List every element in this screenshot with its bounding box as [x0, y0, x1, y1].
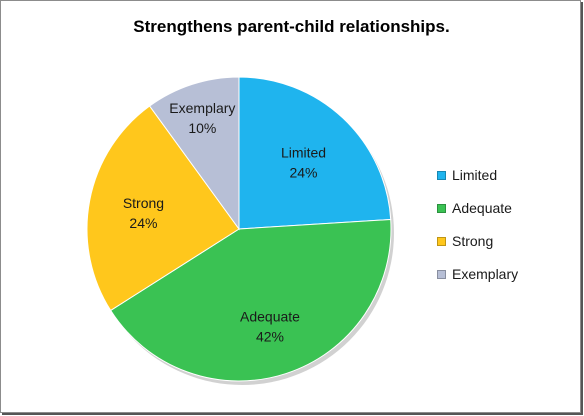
slice-label-limited: Limited: [281, 144, 326, 160]
legend-item-exemplary: Exemplary: [437, 262, 518, 286]
legend-label-limited: Limited: [452, 167, 498, 183]
pie-slice-exemplary: [148, 76, 240, 231]
legend-swatch-strong: [437, 236, 446, 246]
slice-label-exemplary: Exemplary: [169, 100, 235, 116]
legend-swatch-adequate: [437, 203, 446, 213]
legend: Limited Adequate Strong Exemplary: [437, 163, 518, 295]
legend-item-strong: Strong: [437, 229, 518, 253]
slice-value-strong: 24%: [129, 215, 157, 231]
slice-value-limited: 24%: [289, 164, 317, 180]
slice-label-adequate: Adequate: [240, 308, 300, 324]
pie-slice-strong: [86, 105, 240, 312]
legend-item-adequate: Adequate: [437, 196, 518, 220]
legend-item-limited: Limited: [437, 163, 518, 187]
slice-value-adequate: 42%: [256, 328, 284, 344]
legend-swatch-exemplary: [437, 269, 446, 279]
legend-label-adequate: Adequate: [452, 200, 512, 216]
slice-label-strong: Strong: [123, 195, 164, 211]
slice-value-exemplary: 10%: [188, 120, 216, 136]
legend-label-strong: Strong: [452, 233, 494, 249]
chart-title: Strengthens parent-child relationships.: [133, 17, 450, 36]
pie-slice-limited: [238, 76, 392, 230]
legend-label-exemplary: Exemplary: [452, 266, 519, 282]
pie-slice-adequate: [109, 218, 392, 382]
legend-swatch-limited: [437, 170, 446, 180]
